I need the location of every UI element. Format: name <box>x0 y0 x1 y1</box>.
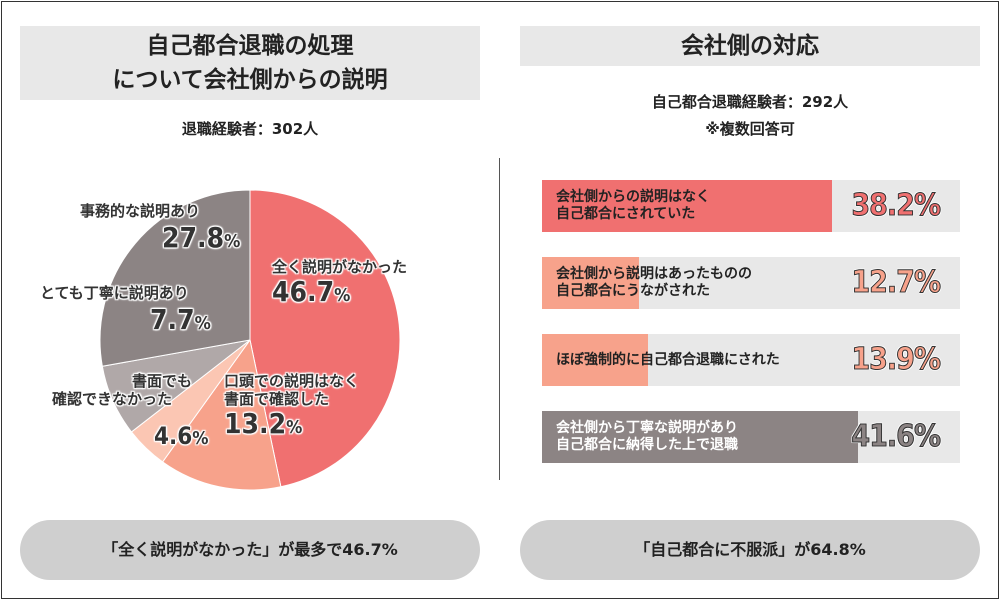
pie-label-businesslike-value: 27.8% <box>162 221 241 254</box>
bar-value: 38.2% <box>851 188 942 224</box>
pie-label-no-explanation: 全く説明がなかった 46.7% <box>272 258 408 308</box>
pie-label-polite: とても丁寧に説明あり <box>40 284 189 302</box>
bar-row: 会社側から丁寧な説明があり 自己都合に納得した上で退職 41.6% <box>542 411 960 463</box>
left-summary-pill: 「全く説明がなかった」が最多で46.7% <box>20 520 480 580</box>
bar-label: 会社側からの説明はなく 自己都合にされていた <box>556 189 710 222</box>
left-title-line2: について会社側からの説明 <box>20 60 480 100</box>
pie-label-written-only-wrap: 口頭での説明はなく <box>224 372 359 390</box>
bar <box>542 180 833 232</box>
pie-label-line2: 書面で確認した <box>224 390 330 408</box>
pie-label-value: 27.8 <box>162 221 225 254</box>
pie-label-text: 全く説明がなかった <box>272 258 408 276</box>
bar <box>542 334 648 386</box>
pie-label-value: 7.7 <box>150 303 195 336</box>
bar-row: 会社側からの説明はなく 自己都合にされていた 38.2% <box>542 180 960 232</box>
left-subtitle: 退職経験者：302人 <box>181 120 319 138</box>
pie-label-businesslike: 事務的な説明あり <box>80 202 200 220</box>
bar-label: 会社側から丁寧な説明があり 自己都合に納得した上で退職 <box>556 420 738 453</box>
bar-value: 12.7% <box>851 265 942 301</box>
bar-row: 会社側から説明はあったものの 自己都合にうながされた 12.7% <box>542 257 960 309</box>
pie-label-text: 事務的な説明あり <box>80 202 201 220</box>
pie-slice <box>249 189 401 488</box>
pie-label-value: 4.6 <box>154 422 193 450</box>
pie-slice <box>99 189 251 367</box>
bar-row: ほぼ強制的に自己都合退職にされた 13.9% <box>542 334 960 386</box>
pie-label-polite-value: 7.7% <box>150 303 211 336</box>
bar-value: 13.9% <box>851 342 942 378</box>
pie-label-value: 46.7 <box>272 275 335 308</box>
bar-label: 会社側から説明はあったものの 自己都合にうながされた <box>556 266 752 299</box>
pie-label-line2: 確認できなかった <box>52 390 173 408</box>
pie-slice <box>161 338 282 491</box>
bar <box>542 411 859 463</box>
pie-label-line1: 書面でも <box>132 372 193 390</box>
pie-label-not-confirmed: 書面でも 確認できなかった <box>52 372 192 408</box>
pie-label-text: とても丁寧に説明あり <box>40 284 189 302</box>
left-title-line1: 自己都合退職の処理 <box>20 26 480 66</box>
pie-label-written-only-main: 書面で確認した 13.2% <box>224 390 330 440</box>
pie-label-value: 13.2 <box>224 407 287 440</box>
right-subtitle: 自己都合退職経験者：292人 <box>651 93 849 111</box>
bar <box>542 257 639 309</box>
right-summary-pill: 「自己都合に不服派」が64.8% <box>520 520 980 580</box>
right-title: 会社側の対応 <box>520 26 980 66</box>
bar-label: ほぼ強制的に自己都合退職にされた <box>556 351 780 368</box>
panel-divider <box>499 158 500 480</box>
pie-label-not-confirmed-value: 4.6% <box>154 422 209 450</box>
bar-value: 41.6% <box>851 419 942 455</box>
right-note: ※複数回答可 <box>705 120 795 138</box>
pie-label-line1: 口頭での説明はなく <box>224 372 360 390</box>
